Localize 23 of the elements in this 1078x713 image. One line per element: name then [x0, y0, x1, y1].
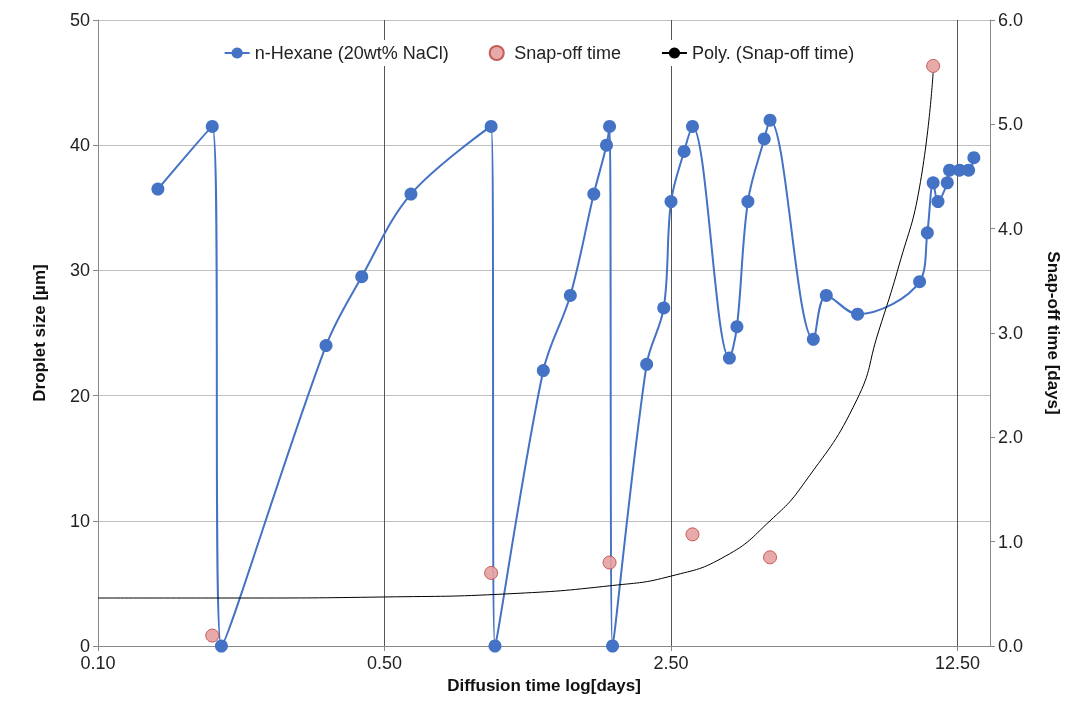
x-tick-label: 2.50: [653, 653, 689, 673]
y-axis-title: Droplet size [µm]: [30, 264, 49, 402]
y-tick-label: 20: [69, 385, 90, 406]
x-tick-label: 0.10: [80, 653, 116, 673]
y2-axis-title: Snap-off time [days]: [1044, 251, 1063, 415]
x-axis-title: Diffusion time log[days]: [447, 675, 641, 695]
y-tick-label: 50: [69, 10, 90, 30]
y2-tick-label: 0.0: [998, 636, 1024, 656]
x-tick-label: 0.50: [366, 653, 403, 673]
y-tick-label: 30: [69, 260, 90, 281]
y2-tick-label: 6.0: [998, 10, 1024, 30]
y2-tick-label: 3.0: [998, 323, 1024, 343]
y-tick-label: 0: [79, 636, 90, 656]
legend-label: Snap-off time: [514, 43, 621, 63]
y2-tick-label: 4.0: [998, 218, 1024, 239]
legend-label: n-Hexane (20wt% NaCl): [254, 43, 449, 63]
y2-tick-label: 5.0: [998, 114, 1024, 135]
legend-label: Poly. (Snap-off time): [691, 43, 855, 63]
y-tick-label: 40: [69, 135, 90, 156]
y2-tick-label: 2.0: [998, 427, 1024, 448]
y2-tick-label: 1.0: [998, 531, 1024, 552]
x-tick-label: 12.50: [935, 653, 981, 673]
y-tick-label: 10: [69, 510, 90, 531]
